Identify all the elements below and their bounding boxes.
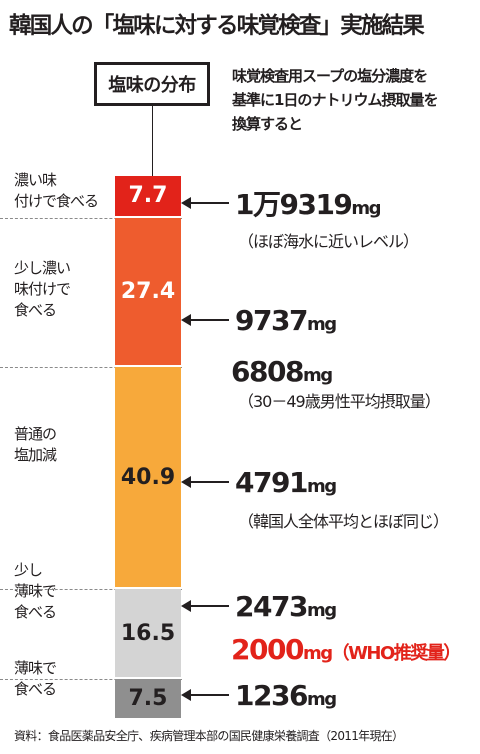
- sodium-unit: mg: [306, 313, 337, 335]
- arrow-icon: [181, 600, 229, 612]
- sodium-value: 9737: [235, 303, 308, 337]
- category-separator: [0, 679, 182, 681]
- sodium-unit: mg（WHO推奨量）: [302, 642, 461, 664]
- sodium-value: 2473: [235, 589, 308, 623]
- sodium-unit: mg: [306, 688, 337, 710]
- category-label: 薄味で 食べる: [14, 659, 57, 698]
- category-separator: [0, 589, 182, 591]
- category-label: 少し濃い 味付けで 食べる: [14, 259, 71, 319]
- sodium-value: 6808: [231, 354, 304, 388]
- sodium-note: （韓国人全体平均とほぼ同じ）: [238, 512, 449, 531]
- sodium-note: （ほぼ海水に近いレベル）: [238, 232, 419, 251]
- arrow-icon: [181, 476, 229, 488]
- arrow-icon: [181, 197, 229, 209]
- sodium-unit: mg: [351, 198, 381, 219]
- bar-segment: 16.5: [115, 589, 181, 678]
- category-separator: [0, 366, 182, 368]
- category-label: 濃い味 付けで食べる: [14, 171, 99, 210]
- sodium-unit: mg: [306, 599, 337, 621]
- sodium-value: 1236: [235, 678, 308, 712]
- conversion-note: 味覚検査用スープの塩分濃度を 基準に1日のナトリウム摂取量を 換算すると: [232, 67, 438, 133]
- sodium-value: 1万9319: [235, 188, 353, 221]
- arrow-icon: [181, 689, 229, 701]
- bar-segment: 7.7: [115, 176, 181, 216]
- bar-segment: 40.9: [115, 366, 181, 588]
- source-note: 資料：食品医薬品安全庁、疾病管理本部の国民健康栄養調査（2011年現在）: [14, 729, 404, 743]
- sodium-annotation: 4791mg: [181, 465, 337, 499]
- sodium-value: 4791: [235, 465, 308, 499]
- category-separator: [0, 217, 182, 219]
- chart-title: 韓国人の「塩味に対する味覚検査」実施結果: [9, 13, 425, 39]
- bar-segment: 27.4: [115, 217, 181, 365]
- sodium-annotation: 1236mg: [181, 678, 337, 712]
- sodium-annotation: 1万9319mg: [181, 188, 382, 221]
- category-label: 普通の 塩加減: [14, 425, 57, 464]
- legend-pointer: [152, 106, 153, 176]
- legend-box: 塩味の分布: [94, 62, 210, 106]
- bar-segment: 7.5: [115, 679, 181, 718]
- sodium-unit: mg: [302, 364, 333, 386]
- sodium-annotation: 2000mg（WHO推奨量）: [231, 632, 461, 666]
- sodium-note: （30－49歳男性平均摂取量）: [238, 392, 441, 411]
- sodium-annotation: 9737mg: [181, 303, 337, 337]
- sodium-unit: mg: [306, 475, 337, 497]
- sodium-value: 2000: [231, 632, 304, 666]
- category-label: 少し 薄味で 食べる: [14, 561, 57, 621]
- arrow-icon: [181, 314, 229, 326]
- sodium-annotation: 6808mg: [231, 354, 333, 388]
- sodium-annotation: 2473mg: [181, 589, 337, 623]
